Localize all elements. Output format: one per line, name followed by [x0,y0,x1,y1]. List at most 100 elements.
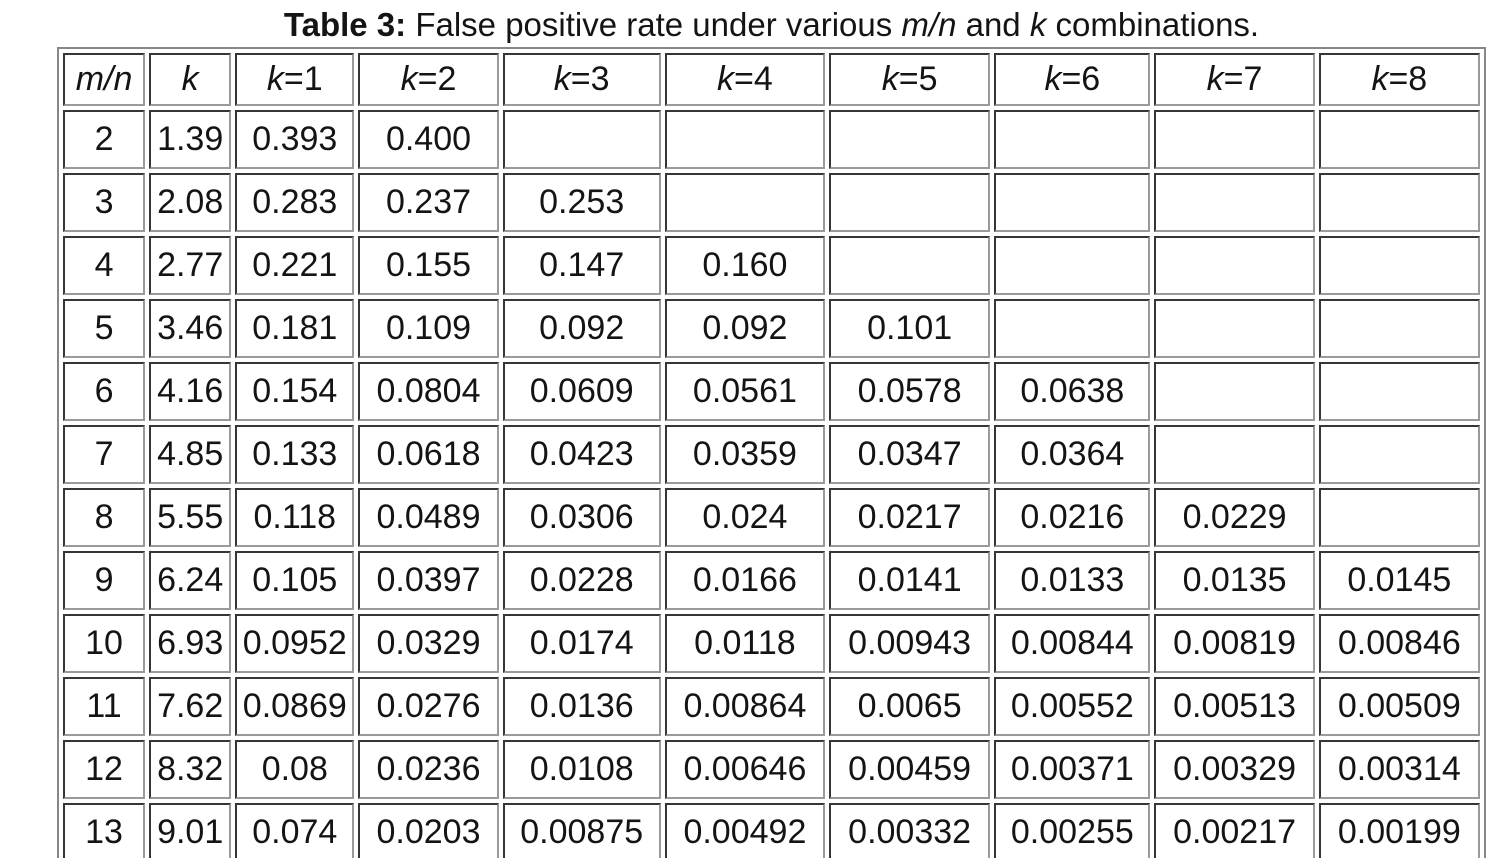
column-header: k=3 [502,53,661,106]
table-cell: 0.154 [235,362,355,421]
table-cell: 0.0145 [1318,551,1480,610]
table-cell: 0.00646 [664,740,826,799]
table-cell: 4.85 [149,425,232,484]
table-cell [1154,236,1315,295]
column-header: k=4 [664,53,826,106]
table-cell [994,173,1151,232]
table-cell: 2 [63,110,146,169]
table-cell: 0.0869 [235,677,355,736]
column-header: k=8 [1318,53,1480,106]
table-cell [1318,173,1480,232]
table-cell: 0.105 [235,551,355,610]
table-cell: 0.00844 [994,614,1151,673]
table-cell: 0.0136 [502,677,661,736]
table-cell: 2.08 [149,173,232,232]
table-cell: 0.08 [235,740,355,799]
table-cell: 0.147 [502,236,661,295]
caption-text-2: and [956,6,1030,43]
table-cell [1318,362,1480,421]
table-cell: 13 [63,803,146,858]
table-cell: 0.0216 [994,488,1151,547]
table-caption: Table 3: False positive rate under vario… [57,5,1486,45]
table-cell [502,110,661,169]
table-cell: 0.092 [502,299,661,358]
table-cell: 0.00217 [1154,803,1315,858]
column-header: k=1 [235,53,355,106]
table-cell [1318,110,1480,169]
table-cell: 0.074 [235,803,355,858]
table-cell: 0.024 [664,488,826,547]
table-cell: 0.0174 [502,614,661,673]
table-cell: 0.0228 [502,551,661,610]
column-header: k=2 [358,53,499,106]
table-cell: 0.0578 [829,362,991,421]
caption-text-1: False positive rate under various [406,6,902,43]
table-row: 8 5.55 0.118 0.0489 0.0306 0.024 0.0217 0.0216 0… [63,488,1480,547]
table-cell: 0.0561 [664,362,826,421]
table-cell: 0.237 [358,173,499,232]
table-cell: 4.16 [149,362,232,421]
table-cell: 0.0141 [829,551,991,610]
table-cell: 0.0609 [502,362,661,421]
table-cell: 0.0118 [664,614,826,673]
table-cell: 0.0423 [502,425,661,484]
table-cell [1154,425,1315,484]
table-row: 3 2.08 0.283 0.237 0.253 [63,173,1480,232]
table-cell [664,110,826,169]
header-row: m/n k k=1 k=2 k=3 k=4 k=5 k=6 k=7 k=8 [63,53,1480,106]
table-cell: 0.00255 [994,803,1151,858]
column-header: k=5 [829,53,991,106]
table-cell: 0.00314 [1318,740,1480,799]
table-cell: 0.155 [358,236,499,295]
table-row: 9 6.24 0.105 0.0397 0.0228 0.0166 0.0141 0.0133… [63,551,1480,610]
caption-text-3: combinations. [1046,6,1260,43]
table-cell: 12 [63,740,146,799]
table-cell [829,173,991,232]
table-row: 2 1.39 0.393 0.400 [63,110,1480,169]
table-cell: 8 [63,488,146,547]
table-cell [1154,299,1315,358]
table-cell: 11 [63,677,146,736]
table-cell: 4 [63,236,146,295]
table-cell: 0.0804 [358,362,499,421]
table-cell: 7 [63,425,146,484]
table-cell: 0.00332 [829,803,991,858]
caption-var-k: k [1029,6,1047,43]
table-cell [1154,110,1315,169]
table-row: 13 9.01 0.074 0.0203 0.00875 0.00492 0.00332 0.… [63,803,1480,858]
table-cell: 0.00552 [994,677,1151,736]
false-positive-rate-table: m/n k k=1 k=2 k=3 k=4 k=5 k=6 k=7 k=8 2 1.39 0.393 0… [57,47,1486,858]
table-cell [1318,488,1480,547]
table-cell: 0.0203 [358,803,499,858]
table-cell: 9.01 [149,803,232,858]
table-cell: 0.00329 [1154,740,1315,799]
table-cell: 0.393 [235,110,355,169]
caption-var-mn: m/n [901,6,957,43]
table-cell: 0.253 [502,173,661,232]
table-cell [1318,236,1480,295]
table-cell: 2.77 [149,236,232,295]
table-cell: 7.62 [149,677,232,736]
table-cell: 0.092 [664,299,826,358]
table-cell: 0.00199 [1318,803,1480,858]
table-cell [829,110,991,169]
table-cell: 5.55 [149,488,232,547]
table-cell: 0.109 [358,299,499,358]
table-cell: 0.0135 [1154,551,1315,610]
table-cell: 1.39 [149,110,232,169]
table-cell: 0.181 [235,299,355,358]
table-cell: 0.00459 [829,740,991,799]
column-header: k=7 [1154,53,1315,106]
table-row: 10 6.93 0.0952 0.0329 0.0174 0.0118 0.00943 0.0… [63,614,1480,673]
table-cell: 0.00943 [829,614,991,673]
table-cell: 0.0638 [994,362,1151,421]
table-cell: 3 [63,173,146,232]
table-cell: 0.0364 [994,425,1151,484]
table-cell: 0.0489 [358,488,499,547]
table-cell: 0.0065 [829,677,991,736]
table-cell: 3.46 [149,299,232,358]
table-row: 11 7.62 0.0869 0.0276 0.0136 0.00864 0.0065 0.0… [63,677,1480,736]
table-cell [829,236,991,295]
table-cell [994,110,1151,169]
table-cell: 0.118 [235,488,355,547]
